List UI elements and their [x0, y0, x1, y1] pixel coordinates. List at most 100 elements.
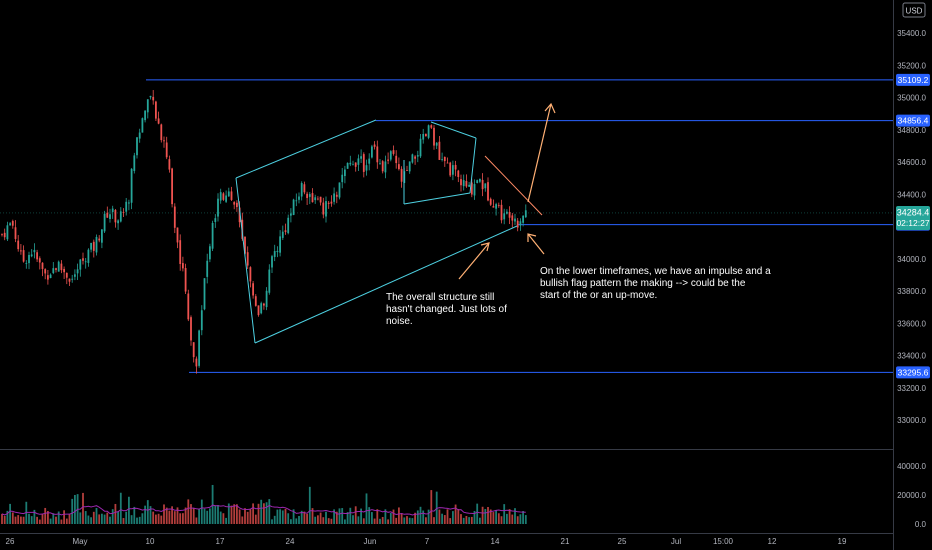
candle-body [524, 210, 527, 218]
volume-bar [11, 512, 14, 524]
volume-bar [381, 516, 384, 524]
candle-body [74, 274, 76, 277]
flag-lower-line[interactable] [403, 192, 471, 205]
candle-body [406, 170, 408, 171]
volume-bar [387, 519, 389, 524]
flag-arrow[interactable] [527, 233, 545, 255]
price-tick-labels: 33000.0 33200.0 33400.0 33600.0 33800.0 34000… [897, 29, 926, 425]
volume-bar [6, 510, 9, 524]
volume-bar [273, 515, 276, 524]
volume-bar [317, 515, 319, 524]
candle-body [260, 303, 263, 314]
volume-bar [200, 499, 203, 524]
volume-bar [187, 499, 190, 524]
volume-bar [322, 517, 325, 524]
candle-body [211, 222, 214, 249]
volume-bar [462, 517, 465, 524]
annotation-text: The overall structure still hasn't change… [386, 292, 507, 327]
candle-body [360, 156, 362, 159]
volume-bar [398, 507, 400, 524]
volume-bar [392, 509, 395, 524]
channel-lower-line[interactable] [254, 225, 518, 344]
annotation-text: On the lower timeframes, we have an impu… [540, 266, 771, 301]
candle-body [284, 230, 287, 232]
bull-flag-upper-line[interactable] [484, 155, 543, 216]
flag-right-line[interactable] [469, 137, 477, 194]
candle-body [484, 183, 487, 189]
time-tick-label: 19 [838, 537, 847, 546]
volume-bar [408, 517, 411, 524]
candle-body [206, 260, 209, 277]
volume-tick-label: 40000.0 [897, 462, 926, 471]
candle-body [252, 283, 254, 296]
volume-bar [36, 516, 38, 524]
time-axis[interactable]: 26 May 10 17 24 Jun 7 14 21 25 Jul 15:00 12 19 [6, 537, 847, 546]
candle-body [365, 165, 368, 171]
candle-body [214, 218, 217, 223]
volume-bar [406, 516, 408, 524]
candle-body [125, 201, 128, 212]
price-axis[interactable]: 33000.0 33200.0 33400.0 33600.0 33800.0 34000… [896, 2, 930, 425]
flag-upper-line[interactable] [430, 121, 477, 139]
volume-bar [106, 512, 109, 524]
candle-body [203, 278, 206, 310]
time-tick-label: 7 [425, 537, 430, 546]
structure-arrow[interactable] [458, 242, 490, 280]
candle-body [209, 246, 211, 260]
candle-body [95, 236, 98, 253]
volume-bar [362, 518, 365, 524]
candle-body [419, 138, 422, 157]
volume-bar [268, 499, 271, 524]
candle-body [144, 110, 146, 121]
channel-left-line[interactable] [235, 177, 256, 344]
candle-body [52, 268, 55, 274]
volume-bar [344, 519, 346, 524]
volume-bar [195, 517, 198, 524]
volume-bar [403, 517, 406, 524]
up-move-arrow[interactable] [527, 103, 552, 203]
channel-upper-line[interactable] [235, 119, 377, 179]
volume-bar [346, 512, 349, 524]
candle-body [333, 193, 335, 202]
volume-bar [38, 519, 41, 524]
candle-body [79, 259, 82, 270]
volume-bar [287, 513, 290, 524]
candle-body [325, 201, 327, 217]
candle-body [138, 132, 141, 139]
candle-body [290, 213, 292, 216]
level-price-badge [896, 366, 930, 379]
time-tick-label: Jul [671, 537, 681, 546]
candle-body [457, 170, 460, 177]
volume-bar [65, 518, 68, 524]
volume-bar [133, 506, 136, 524]
currency-badge[interactable] [902, 2, 926, 18]
volume-bar [414, 512, 416, 524]
candle-body [281, 231, 284, 238]
volume-bar [57, 511, 60, 524]
volume-bar [44, 507, 47, 524]
volume-bar [52, 513, 55, 524]
volume-bar [263, 503, 265, 524]
candle-body [503, 213, 506, 220]
candle-body [106, 212, 109, 218]
volume-bar [84, 511, 87, 524]
volume-bar [452, 511, 454, 524]
candle-body [41, 262, 44, 269]
volume-bar [63, 510, 65, 524]
volume-bar [184, 507, 187, 524]
candle-body [452, 165, 454, 175]
volume-bar [249, 509, 252, 524]
time-tick-label: 17 [216, 537, 225, 546]
candle-body [28, 254, 30, 264]
candle-body [22, 250, 25, 262]
volume-bar [468, 517, 470, 524]
price-tick-label: 33800.0 [897, 287, 926, 296]
candle-body [416, 155, 419, 157]
candle-body [20, 250, 22, 252]
currency-button[interactable]: USD [902, 2, 926, 18]
volume-bar [71, 498, 74, 524]
candle-body [119, 211, 122, 222]
candle-body [133, 155, 136, 171]
volume-bar [519, 514, 522, 524]
